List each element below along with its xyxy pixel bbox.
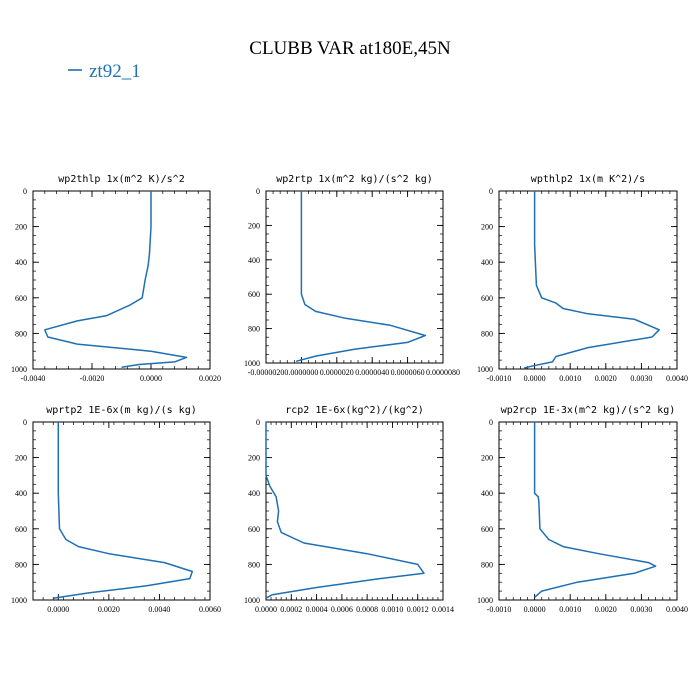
panel-4-y-tick-label: 0 [23, 418, 27, 427]
panel-3-y-tick-label: 600 [481, 294, 493, 303]
panel-5-x-tick-label: 0.0006 [331, 605, 353, 614]
panel-2-x-tick-label: 0.0000060 [391, 368, 425, 377]
panel-6-x-tick-label: 0.0030 [630, 605, 652, 614]
panel-1-x-tick-label: 0.0020 [199, 374, 221, 383]
panel-5-x-tick-label: 0.0000 [255, 605, 277, 614]
panel-5-x-tick-label: 0.0002 [280, 605, 302, 614]
panel-2-y-tick-label: 800 [248, 325, 260, 334]
panel-5-x-tick-label: 0.0008 [356, 605, 378, 614]
legend-label: zt92_1 [89, 61, 141, 82]
panel-4-x-tick-label: 0.0060 [199, 605, 221, 614]
panel-4-series-1-line [53, 422, 194, 599]
panel-5-y-tick-label: 400 [248, 489, 260, 498]
panel-6-y-tick-label: 600 [481, 525, 493, 534]
panel-4-y-tick-label: 200 [15, 454, 27, 463]
panel-6-y-tick-label: 0 [489, 418, 493, 427]
panel-3-title: wpthlp2 1x(m K^2)/s [531, 174, 645, 185]
panel-6-y-tick-label: 200 [481, 454, 493, 463]
panel-3-x-tick-label: 0.0030 [630, 374, 652, 383]
panel-6-y-tick-label: 1000 [477, 596, 493, 605]
panel-2-x-tick-label: 0.0000080 [426, 368, 460, 377]
panel-4-y-tick-label: 1000 [11, 596, 27, 605]
panel-2-frame [265, 190, 444, 364]
panel-3: wpthlp2 1x(m K^2)/s 0 200 400 600 800 1000-0.0… [477, 174, 688, 383]
panel-6-frame [498, 421, 678, 601]
panel-3-frame [498, 190, 678, 370]
panel-5: rcp2 1E-6x(kg^2)/(kg^2) 0 200 400 600 800 1000… [244, 405, 454, 614]
panel-5-x-tick-label: 0.0004 [306, 605, 328, 614]
panel-3-y-tick-label: 1000 [477, 365, 493, 374]
panel-1-series-1-line [44, 191, 188, 368]
panel-4-x-tick-label: 0.0020 [98, 605, 120, 614]
panel-1: wp2thlp 1x(m^2 K)/s^202004006008001000-0… [11, 174, 221, 383]
panel-2-y-tick-label: 200 [248, 221, 260, 230]
panel-5-frame [265, 421, 444, 601]
panel-6-y-tick-label: 800 [481, 560, 493, 569]
panel-1-y-tick-label: 200 [15, 223, 27, 232]
panel-1-y-tick-label: 400 [15, 258, 27, 267]
panel-3-y-tick-label: 800 [481, 329, 493, 338]
panel-5-x-tick-label: 0.0012 [407, 605, 429, 614]
panel-5-y-tick-label: 1000 [244, 596, 260, 605]
panel-5-y-tick-label: 600 [248, 525, 260, 534]
panel-6-series-1-line [533, 422, 657, 598]
panel-6-x-tick-label: 0.0010 [559, 605, 581, 614]
panel-1-y-tick-label: 1000 [11, 365, 27, 374]
panel-2-y-tick-label: 600 [248, 290, 260, 299]
panel-5-x-tick-label: 0.0010 [381, 605, 403, 614]
panel-3-x-tick-label: -0.0010 [487, 374, 512, 383]
panel-1-frame [32, 190, 211, 370]
panel-1-y-tick-label: 0 [23, 187, 27, 196]
panel-3-x-tick-label: 0.0040 [666, 374, 688, 383]
panel-5-y-tick-label: 0 [256, 418, 260, 427]
panel-4-x-tick-label: 0.0000 [47, 605, 69, 614]
panel-1-x-tick-label: 0.0000 [140, 374, 162, 383]
panel-3-y-tick-label: 400 [481, 258, 493, 267]
panel-6-x-tick-label: 0.0000 [524, 605, 546, 614]
panel-2-x-tick-label: 0.0000000 [284, 368, 318, 377]
panel-5-title: rcp2 1E-6x(kg^2)/(kg^2) [285, 405, 423, 416]
panel-5-x-tick-label: 0.0014 [432, 605, 454, 614]
panel-2-x-tick-label: 0.0000020 [320, 368, 354, 377]
panel-4-y-tick-label: 600 [15, 525, 27, 534]
panel-2-y-tick-label: 1000 [244, 359, 260, 368]
panel-4-y-tick-label: 800 [15, 560, 27, 569]
panel-6: wp2rcp 1E-3x(m^2 kg)/(s^2 kg) 0 200 400 600 8… [477, 405, 688, 614]
panel-2-x-tick-label: 0.0000040 [355, 368, 389, 377]
panel-1-y-tick-label: 800 [15, 329, 27, 338]
panel-6-x-tick-label: -0.0010 [487, 605, 512, 614]
panel-3-x-tick-label: 0.0020 [595, 374, 617, 383]
panel-5-series-1-line [265, 422, 425, 599]
panel-1-title: wp2thlp 1x(m^2 K)/s^2 [58, 174, 184, 185]
panel-4: wprtp2 1E-6x(m kg)/(s kg) 0 200 400 600 800 10… [11, 405, 221, 614]
panel-2-y-tick-label: 0 [256, 187, 260, 196]
panel-6-title: wp2rcp 1E-3x(m^2 kg)/(s^2 kg) [501, 405, 676, 416]
panel-6-x-tick-label: 0.0040 [666, 605, 688, 614]
panel-2-series-1-line [295, 191, 427, 363]
panel-6-x-tick-label: 0.0020 [595, 605, 617, 614]
panel-3-y-tick-label: 200 [481, 223, 493, 232]
panel-4-y-tick-label: 400 [15, 489, 27, 498]
panel-6-y-tick-label: 400 [481, 489, 493, 498]
panel-2-title: wp2rtp 1x(m^2 kg)/(s^2 kg) [276, 174, 433, 185]
figure-title: CLUBB VAR at180E,45N [249, 38, 451, 59]
panel-1-y-tick-label: 600 [15, 294, 27, 303]
panel-2-x-tick-label: -0.0000020 [248, 368, 285, 377]
panel-5-y-tick-label: 200 [248, 454, 260, 463]
panel-2: wp2rtp 1x(m^2 kg)/(s^2 kg) 0 200 400 600 800 1… [244, 174, 460, 377]
panel-3-x-tick-label: 0.0000 [524, 374, 546, 383]
panel-1-x-tick-label: -0.0040 [21, 374, 46, 383]
panel-4-x-tick-label: 0.0040 [148, 605, 170, 614]
panel-3-y-tick-label: 0 [489, 187, 493, 196]
panels-group: wp2thlp 1x(m^2 K)/s^202004006008001000-0… [11, 174, 688, 614]
panel-4-title: wprtp2 1E-6x(m kg)/(s kg) [46, 405, 197, 416]
panel-3-x-tick-label: 0.0010 [559, 374, 581, 383]
panel-1-x-tick-label: -0.0020 [80, 374, 105, 383]
panel-3-series-1-line [523, 191, 660, 369]
panel-2-y-tick-label: 400 [248, 256, 260, 265]
panel-5-y-tick-label: 800 [248, 560, 260, 569]
